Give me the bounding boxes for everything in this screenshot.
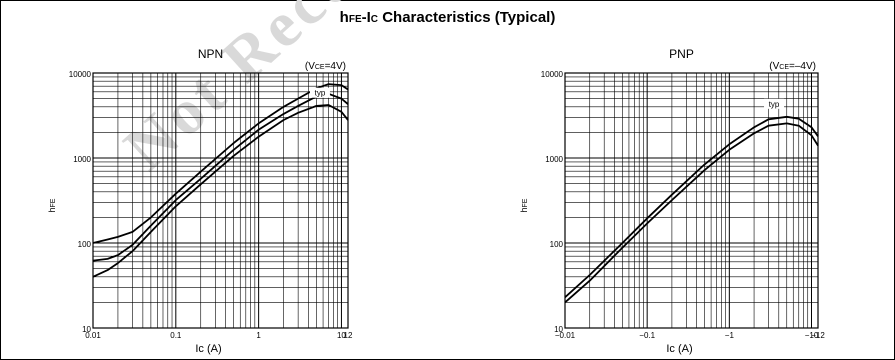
chart-1-condition-rest: =4V) <box>325 61 346 72</box>
chart-2-series-2-line <box>564 122 819 304</box>
chart-2-y-tick-label: 10000 <box>541 70 564 79</box>
chart-2-x-axis-label: Ic (A) <box>666 343 692 355</box>
chart-2-x-tick-label: −0.1 <box>639 331 655 340</box>
chart-1-series-3-line <box>92 104 349 278</box>
chart-1-condition-subscript: CE <box>315 64 325 71</box>
chart-2-annotation-bg <box>764 98 785 109</box>
chart-1-series-1-line <box>92 83 349 244</box>
chart-2-condition-subscript: CE <box>779 64 789 71</box>
chart-2-condition-label: (VCE=–4V) <box>769 61 816 72</box>
chart-1-y-tick-label: 100 <box>78 240 92 249</box>
figure-title-middle-subscript: C <box>370 14 379 25</box>
chart-2-y-axis-label-subscript: FE <box>522 198 529 207</box>
chart-1-y-axis-label-subscript: FE <box>50 198 57 207</box>
figure-title: hFE-IC Characteristics (Typical) <box>0 9 895 26</box>
chart-2-x-tick-label: −12 <box>811 331 825 340</box>
chart-1-condition-prefix: (V <box>305 61 315 72</box>
chart-1-x-tick-label: 0.1 <box>170 331 182 340</box>
chart-1-condition-label: (VCE=4V) <box>305 61 346 72</box>
chart-1-title: NPN <box>198 47 223 61</box>
chart-2-title: PNP <box>669 47 694 61</box>
chart-2-y-tick-label: 10 <box>554 325 563 334</box>
chart-2-y-tick-label: 100 <box>550 240 564 249</box>
figure-title-prefix: h <box>339 9 349 26</box>
chart-1-y-tick-label: 10000 <box>69 70 92 79</box>
chart-1-plot-frame <box>92 72 349 329</box>
chart-1-x-tick-label: 10 <box>337 331 346 340</box>
chart-1-x-tick-label: 12 <box>344 331 353 340</box>
chart-1-annotation-typ: typ <box>315 89 326 98</box>
chart-1-series-2-line <box>92 92 349 262</box>
chart-1-x-tick-label: 0.01 <box>85 331 101 340</box>
chart-1-annotation-bg <box>309 87 330 98</box>
chart-2-condition-rest: =–4V) <box>789 61 816 72</box>
figure-title-prefix-subscript: FE <box>348 14 362 25</box>
chart-2-annotation-typ: typ <box>769 100 780 109</box>
chart-2-y-axis-label: hFE <box>519 198 529 212</box>
figure-title-middle: -I <box>361 9 371 26</box>
chart-2-x-tick-label: −0.01 <box>555 331 576 340</box>
chart-1-y-tick-label: 1000 <box>73 155 91 164</box>
chart-2-condition-prefix: (V <box>769 61 779 72</box>
chart-2-y-tick-label: 1000 <box>545 155 563 164</box>
chart-1-y-tick-label: 10 <box>82 325 91 334</box>
chart-1-y-axis-label: hFE <box>47 198 57 212</box>
chart-1-x-axis-label: Ic (A) <box>195 343 221 355</box>
chart-2-series-1-line <box>564 115 819 298</box>
figure-title-rest: Characteristics (Typical) <box>378 9 556 26</box>
chart-1-y-axis-label-main: h <box>47 207 57 212</box>
chart-2-x-tick-label: −10 <box>805 331 819 340</box>
chart-2-y-axis-label-main: h <box>519 207 529 212</box>
chart-2-plot-frame <box>564 72 819 329</box>
chart-1-x-tick-label: 1 <box>256 331 261 340</box>
chart-2-x-tick-label: −1 <box>725 331 735 340</box>
